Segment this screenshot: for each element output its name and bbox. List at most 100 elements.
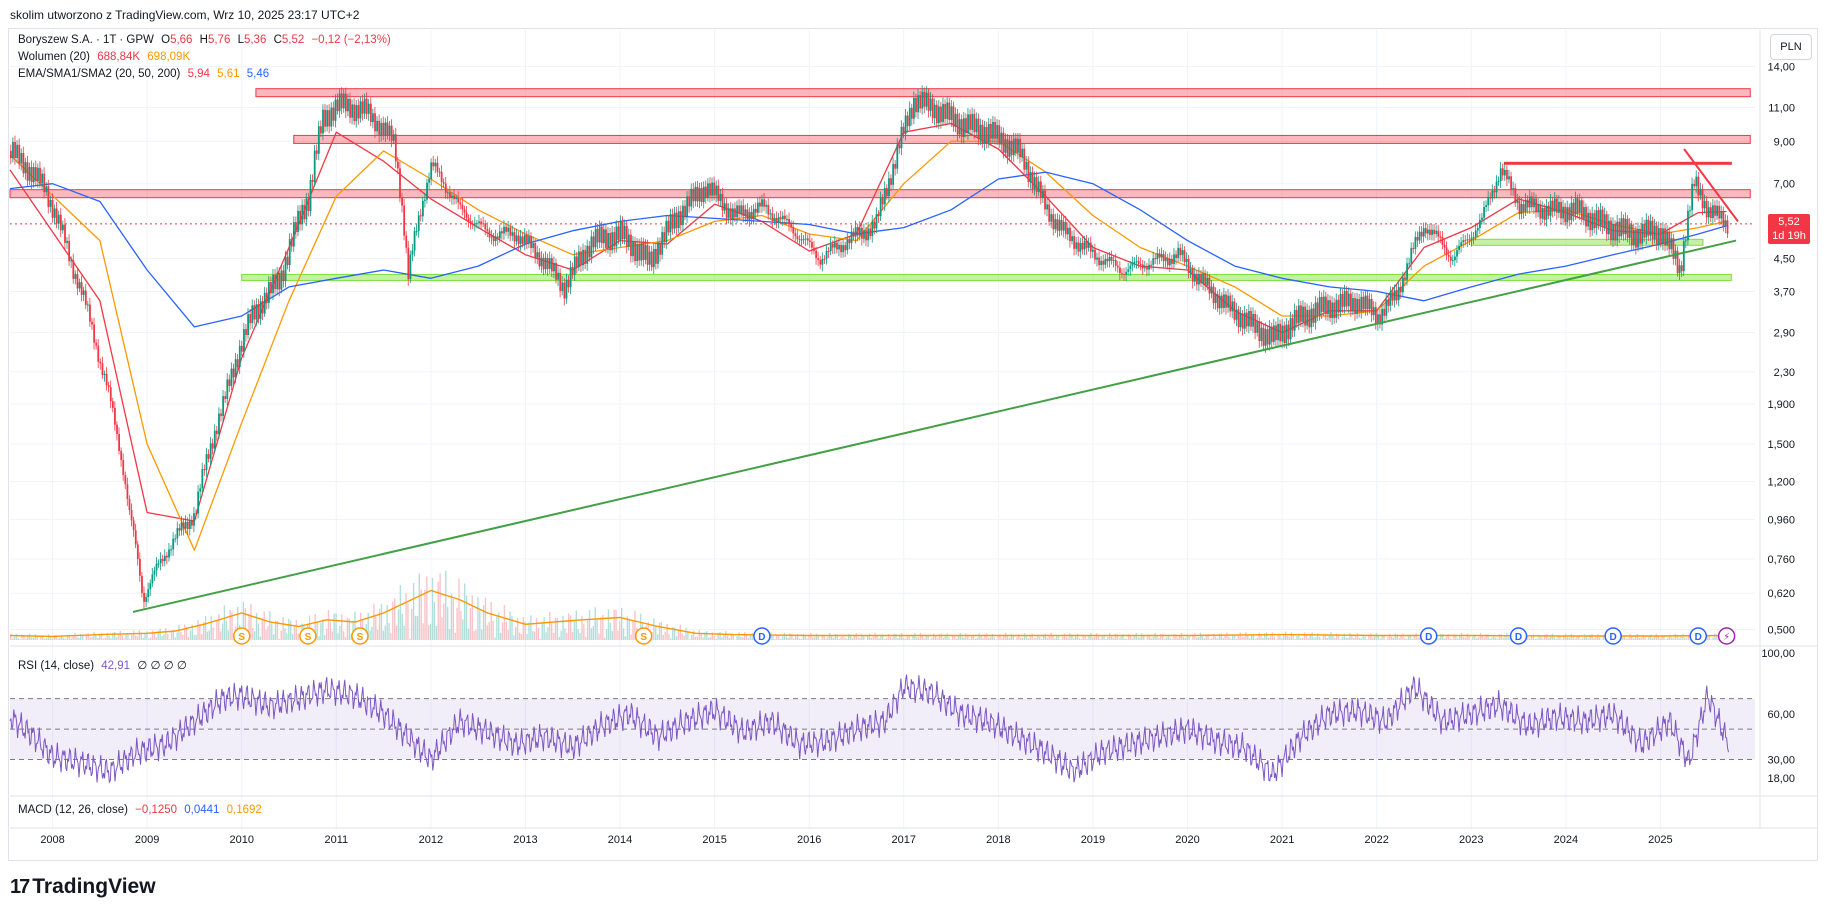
candle-body — [1325, 296, 1327, 315]
candle-body — [1168, 259, 1171, 266]
candle-body — [1493, 190, 1496, 193]
volume-bar — [1632, 638, 1635, 640]
volume-bar — [1133, 635, 1136, 640]
candle-body — [1291, 318, 1294, 331]
candle-body — [1414, 236, 1417, 249]
symbol-name[interactable]: Boryszew S.A. · 1T · GPW — [18, 34, 154, 46]
candle-body — [1406, 263, 1408, 280]
volume-bar — [1381, 634, 1383, 640]
volume-bar — [1354, 634, 1357, 640]
volume-bar — [1477, 637, 1480, 640]
volume-bar — [1570, 633, 1572, 640]
volume-bar — [456, 607, 458, 640]
candle-body — [278, 272, 281, 290]
rsi-label[interactable]: RSI (14, close) — [18, 660, 95, 672]
volume-bar — [1392, 637, 1395, 640]
candle-body — [1431, 229, 1433, 235]
macd-label[interactable]: MACD (12, 26, close) — [18, 804, 128, 816]
candle-body — [1241, 313, 1244, 329]
candle-body — [501, 231, 503, 234]
volume-bar — [467, 628, 470, 640]
volume-bar — [571, 631, 574, 640]
volume-bar — [354, 611, 356, 640]
dividend-marker[interactable] — [1604, 627, 1622, 645]
event-marker[interactable] — [1717, 627, 1736, 645]
candle-body — [372, 113, 374, 123]
resistance-trendline[interactable] — [1683, 148, 1739, 223]
dividend-marker[interactable] — [1419, 627, 1438, 645]
volume-bar — [938, 634, 941, 640]
volume-bar — [1207, 634, 1209, 640]
volume-bar — [774, 638, 776, 640]
volume-bar — [1186, 634, 1188, 640]
candle-body — [1647, 219, 1650, 236]
candle-body — [1352, 298, 1354, 311]
candle-body — [1337, 299, 1340, 313]
candle-body — [594, 228, 597, 248]
event-marker-label: ⚡ — [1723, 632, 1730, 643]
candle-body — [1410, 247, 1413, 264]
candle-body — [232, 368, 235, 378]
support-trendline[interactable] — [132, 239, 1737, 613]
candle-body — [1454, 256, 1456, 261]
volume-bar — [206, 631, 209, 640]
dividend-marker[interactable] — [1689, 627, 1708, 645]
candle-body — [1424, 228, 1427, 234]
candle-body — [203, 469, 206, 471]
tradingview-logo[interactable]: 17 TradingView — [10, 875, 156, 899]
currency-button[interactable]: PLN — [1770, 34, 1812, 60]
dividend-marker[interactable] — [753, 627, 771, 645]
candle-body — [122, 460, 125, 476]
volume-bar — [117, 634, 120, 640]
volume-bar — [592, 625, 595, 640]
rsi-tick-label: 60,00 — [1767, 709, 1795, 721]
candle-body — [1537, 204, 1540, 213]
volume-bar — [853, 635, 856, 640]
volume-bar — [335, 613, 337, 640]
candle-body — [892, 163, 895, 185]
volume-bar — [1237, 635, 1240, 640]
split-marker[interactable] — [351, 627, 369, 645]
candle-body — [1657, 228, 1660, 245]
candle-body — [199, 488, 202, 492]
volume-bar — [537, 627, 540, 640]
volume-bar — [70, 638, 72, 640]
dividend-marker[interactable] — [1509, 627, 1528, 645]
candle-body — [64, 224, 66, 243]
split-marker[interactable] — [299, 627, 317, 645]
volume-label[interactable]: Wolumen (20) — [18, 51, 91, 63]
volume-bar — [590, 628, 593, 640]
split-marker[interactable] — [232, 627, 251, 645]
candle-body — [440, 171, 443, 183]
volume-bar — [1593, 637, 1595, 640]
volume-bar — [1676, 634, 1678, 640]
candle-body — [557, 272, 560, 280]
candle-body — [1062, 221, 1065, 231]
candle-body — [933, 104, 936, 119]
candle-body — [790, 224, 793, 228]
volume-bar — [670, 638, 672, 640]
candle-body — [1046, 204, 1049, 210]
volume-bar — [168, 638, 171, 640]
volume-bar — [221, 623, 224, 640]
volume-bar — [1322, 634, 1325, 640]
volume-bar — [1545, 634, 1548, 640]
volume-bar — [1589, 635, 1591, 640]
split-marker[interactable] — [634, 627, 653, 645]
volume-bar — [170, 631, 173, 640]
volume-bar — [933, 633, 935, 640]
candle-body — [209, 443, 212, 459]
volume-bar — [732, 634, 734, 640]
volume-bar — [747, 638, 750, 640]
volume-bar — [429, 623, 432, 640]
volume-bar — [664, 631, 666, 640]
volume-bar — [533, 631, 536, 640]
volume-bar — [1084, 635, 1086, 640]
ma-label[interactable]: EMA/SMA1/SMA2 (20, 50, 200) — [18, 68, 181, 80]
candle-body — [1618, 221, 1621, 237]
volume-bar — [1493, 634, 1495, 640]
candle-body — [434, 162, 437, 167]
candle-body — [813, 247, 815, 251]
rsi-extras: ∅ ∅ ∅ ∅ — [137, 660, 187, 672]
